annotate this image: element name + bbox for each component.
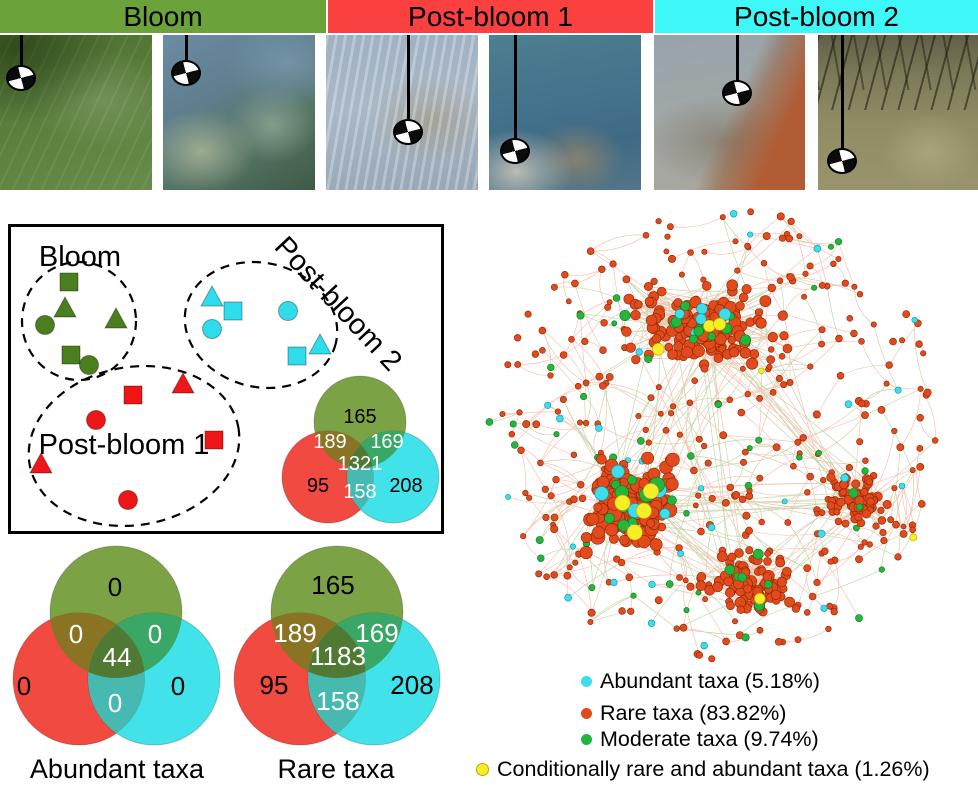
sample-marker-triangle	[104, 306, 128, 329]
venn-count: 95	[260, 670, 289, 700]
rare-taxa-dot-icon	[581, 708, 592, 719]
sample-marker-square	[59, 272, 79, 292]
venn-count: 208	[390, 670, 433, 700]
venn-count: 158	[343, 481, 376, 503]
ordination-panel: Bloom Post-bloom 2 Post-bloom 1 165 189 169 13…	[8, 224, 444, 534]
venn-count: 0	[108, 572, 122, 602]
venn-title: Abundant taxa	[30, 754, 205, 784]
sample-marker-triangle	[200, 284, 224, 307]
bloom-photo-1	[0, 35, 152, 190]
secchi-line	[736, 35, 739, 81]
secchi-disk-icon	[171, 60, 201, 86]
secchi-disk-icon	[393, 119, 423, 145]
group-ellipse	[183, 260, 339, 390]
venn-count: 0	[148, 619, 162, 649]
sample-marker-circle	[79, 355, 99, 375]
sample-marker-triangle	[53, 295, 77, 318]
legend-label-conditionally-rare: Conditionally rare and abundant taxa (1.…	[497, 757, 930, 781]
sample-marker-square	[123, 385, 143, 405]
phase-header-post-bloom-2: Post-bloom 2	[655, 0, 978, 33]
ordination-panel-border	[8, 224, 444, 534]
sample-marker-circle	[278, 301, 298, 321]
venn-count: 165	[311, 570, 354, 600]
bloom-photo-2	[163, 35, 315, 190]
network-nodes	[485, 208, 939, 663]
secchi-disk-icon	[6, 65, 36, 91]
group-ellipse	[20, 260, 138, 382]
post-bloom-2-photo-2	[818, 35, 978, 190]
secchi-line	[841, 35, 844, 149]
sample-marker-triangle	[308, 332, 332, 355]
legend-row-conditionally-rare: Conditionally rare and abundant taxa (1.…	[476, 757, 930, 782]
legend-row-rare: Rare taxa (83.82%)	[581, 701, 786, 726]
venn-count: 0	[69, 619, 83, 649]
legend-row-moderate: Moderate taxa (9.74%)	[581, 727, 819, 752]
phase-header-post-bloom-1: Post-bloom 1	[328, 0, 653, 33]
sample-marker-circle	[118, 490, 138, 510]
post-bloom-1-photo-2	[489, 35, 641, 190]
phase-header-bloom: Bloom	[0, 0, 326, 33]
venn-count: 0	[17, 671, 31, 701]
cooccurrence-network	[485, 208, 939, 663]
group-label: Post-bloom 1	[39, 429, 210, 461]
sample-marker-square	[223, 301, 243, 321]
venn-count: 158	[316, 686, 359, 716]
venn-title: Rare taxa	[277, 754, 395, 784]
sample-marker-circle	[35, 315, 55, 335]
phase-header-post-bloom-1-label: Post-bloom 1	[408, 1, 573, 32]
sample-marker-square	[287, 346, 307, 366]
legend-label-abundant: Abundant taxa (5.18%)	[600, 669, 820, 693]
moderate-taxa-dot-icon	[581, 734, 592, 745]
venn-count: 0	[108, 688, 122, 718]
phase-header-bloom-label: Bloom	[123, 1, 203, 32]
secchi-disk-icon	[722, 80, 752, 106]
secchi-disk-icon	[827, 148, 857, 174]
sample-marker-triangle	[171, 371, 195, 394]
secchi-line	[514, 35, 517, 139]
group-label: Bloom	[39, 241, 121, 273]
venn-count: 0	[171, 671, 185, 701]
sample-marker-circle	[202, 319, 222, 339]
secchi-line	[407, 35, 410, 120]
sample-marker-square	[61, 345, 81, 365]
venn-count: 95	[307, 475, 329, 497]
venn-count: 165	[343, 406, 376, 428]
legend-row-abundant: Abundant taxa (5.18%)	[581, 669, 820, 694]
venn-count: 169	[370, 431, 403, 453]
abundant-taxa-dot-icon	[581, 676, 592, 687]
venn-count: 208	[389, 475, 422, 497]
secchi-line	[185, 35, 188, 61]
venn-count: 189	[313, 431, 346, 453]
sample-marker-circle	[86, 410, 106, 430]
phase-header-post-bloom-2-label: Post-bloom 2	[734, 1, 899, 32]
post-bloom-2-photo-1	[654, 35, 805, 190]
post-bloom-1-photo-1	[326, 35, 478, 190]
sample-marker-square	[204, 430, 224, 450]
secchi-disk-icon	[500, 138, 530, 164]
legend-label-rare: Rare taxa (83.82%)	[600, 701, 787, 725]
venn-count: 1183	[310, 641, 366, 671]
group-ellipse	[27, 364, 241, 528]
conditionally-rare-taxa-dot-icon	[476, 763, 489, 776]
sample-marker-triangle	[29, 451, 53, 474]
venn-count: 189	[273, 618, 316, 648]
venn-count: 44	[103, 642, 132, 672]
secchi-line	[20, 35, 23, 66]
venn-count: 169	[355, 618, 398, 648]
legend-label-moderate: Moderate taxa (9.74%)	[600, 727, 819, 751]
venn-count: 1321	[338, 453, 383, 475]
